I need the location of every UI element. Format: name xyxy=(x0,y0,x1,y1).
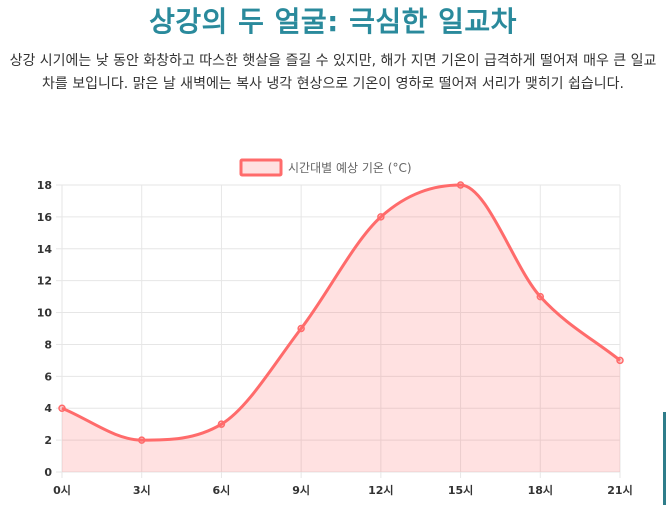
scrollbar-thumb[interactable] xyxy=(663,412,666,505)
y-tick-label: 6 xyxy=(44,370,52,383)
data-point-0시[interactable] xyxy=(58,404,66,412)
data-point-15시[interactable] xyxy=(456,181,465,189)
data-point-9시[interactable] xyxy=(297,324,305,333)
x-tick-label: 9시 xyxy=(292,484,310,497)
data-point-12시[interactable] xyxy=(377,213,385,221)
data-point-21시[interactable] xyxy=(616,356,624,365)
data-points[interactable] xyxy=(58,181,624,444)
y-tick-label: 18 xyxy=(37,179,52,192)
x-tick-label: 6시 xyxy=(213,484,231,497)
y-tick-label: 8 xyxy=(44,338,52,351)
temperature-line xyxy=(61,183,621,442)
y-tick-label: 0 xyxy=(44,466,52,479)
temperature-chart: 시간대별 예상 기온 (°C) 0 2 4 6 8 10 12 14 16 18 0시 3시 6시 9시… xyxy=(37,158,633,497)
data-point-6시[interactable] xyxy=(217,420,226,428)
data-point-3시[interactable] xyxy=(137,436,146,444)
y-tick-label: 10 xyxy=(37,307,53,320)
x-axis: 0시 3시 6시 9시 12시 15시 18시 21시 xyxy=(53,484,633,497)
x-tick-label: 0시 xyxy=(53,484,71,497)
x-tick-label: 3시 xyxy=(133,484,151,497)
page-description: 상강 시기에는 낮 동안 화창하고 따스한 햇살을 즐길 수 있지만, 해가 지… xyxy=(9,53,657,92)
y-tick-label: 12 xyxy=(37,275,52,288)
y-tick-label: 4 xyxy=(44,402,52,415)
temperature-area xyxy=(62,185,620,472)
x-tick-label: 12시 xyxy=(368,484,393,497)
y-tick-label: 2 xyxy=(44,434,52,447)
y-axis: 0 2 4 6 8 10 12 14 16 18 xyxy=(37,179,53,479)
y-tick-label: 16 xyxy=(37,211,53,224)
data-point-18시[interactable] xyxy=(536,292,545,301)
legend[interactable]: 시간대별 예상 기온 (°C) xyxy=(239,158,412,177)
x-tick-label: 15시 xyxy=(448,484,473,497)
page-title: 상강의 두 얼굴: 극심한 일교차 xyxy=(149,5,517,38)
x-tick-label: 21시 xyxy=(607,484,632,497)
legend-swatch xyxy=(239,158,283,177)
y-tick-label: 14 xyxy=(37,243,53,256)
x-tick-label: 18시 xyxy=(528,484,553,497)
legend-label: 시간대별 예상 기온 (°C) xyxy=(288,161,412,175)
